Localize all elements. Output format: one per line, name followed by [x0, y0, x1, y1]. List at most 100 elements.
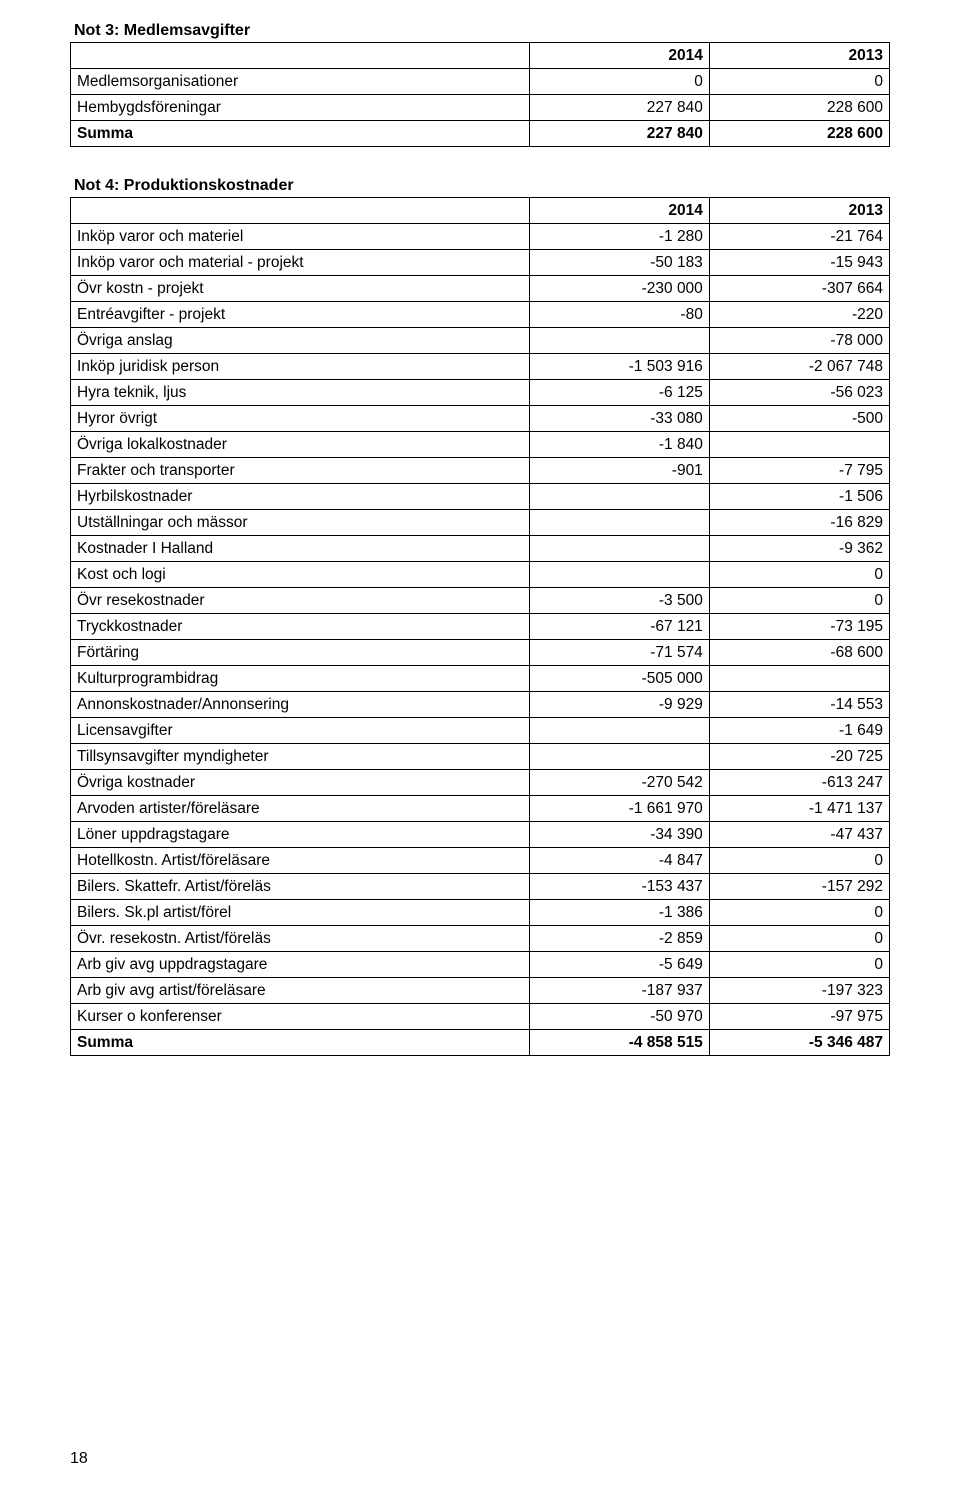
sum-row: Summa -4 858 515 -5 346 487 — [71, 1030, 890, 1056]
table-row: Tillsynsavgifter myndigheter-20 725 — [71, 744, 890, 770]
sum-value: -4 858 515 — [529, 1030, 709, 1056]
note3-title: Not 3: Medlemsavgifter — [70, 20, 890, 42]
table-row: Övr kostn - projekt-230 000-307 664 — [71, 276, 890, 302]
row-label: Övriga anslag — [71, 328, 530, 354]
row-label: Övriga kostnader — [71, 770, 530, 796]
row-value: -3 500 — [529, 588, 709, 614]
table-row: Hembygdsföreningar 227 840 228 600 — [71, 95, 890, 121]
row-value: -1 840 — [529, 432, 709, 458]
row-label: Övr kostn - projekt — [71, 276, 530, 302]
note4-section: Not 4: Produktionskostnader 2014 2013 In… — [70, 175, 890, 1056]
row-value: -157 292 — [709, 874, 889, 900]
row-value — [529, 562, 709, 588]
row-value: -97 975 — [709, 1004, 889, 1030]
table-row: Utställningar och mässor-16 829 — [71, 510, 890, 536]
table-row: Inköp varor och materiel-1 280-21 764 — [71, 224, 890, 250]
table-row: Arb giv avg artist/föreläsare-187 937-19… — [71, 978, 890, 1004]
row-value: -71 574 — [529, 640, 709, 666]
row-label: Annonskostnader/Annonsering — [71, 692, 530, 718]
row-value: -9 929 — [529, 692, 709, 718]
row-label: Hotellkostn. Artist/föreläsare — [71, 848, 530, 874]
row-value: -1 503 916 — [529, 354, 709, 380]
row-label: Arb giv avg artist/föreläsare — [71, 978, 530, 1004]
table-row: Övriga kostnader-270 542-613 247 — [71, 770, 890, 796]
row-value: -14 553 — [709, 692, 889, 718]
row-label: Utställningar och mässor — [71, 510, 530, 536]
row-value: -50 183 — [529, 250, 709, 276]
row-value: -220 — [709, 302, 889, 328]
table-row: Tryckkostnader-67 121-73 195 — [71, 614, 890, 640]
table-row: Övriga anslag -78 000 — [71, 328, 890, 354]
row-value — [529, 536, 709, 562]
row-value: -5 649 — [529, 952, 709, 978]
row-value: -50 970 — [529, 1004, 709, 1030]
row-value: -73 195 — [709, 614, 889, 640]
table-row: Övriga lokalkostnader-1 840 — [71, 432, 890, 458]
row-value: 0 — [529, 69, 709, 95]
row-label: Bilers. Sk.pl artist/förel — [71, 900, 530, 926]
row-value: -33 080 — [529, 406, 709, 432]
row-value: -307 664 — [709, 276, 889, 302]
row-label: Kostnader I Halland — [71, 536, 530, 562]
table-row: Kost och logi0 — [71, 562, 890, 588]
row-label: Arvoden artister/föreläsare — [71, 796, 530, 822]
row-value: -4 847 — [529, 848, 709, 874]
row-label: Inköp varor och material - projekt — [71, 250, 530, 276]
page-number: 18 — [70, 1450, 88, 1468]
table-row: Arvoden artister/föreläsare-1 661 970-1 … — [71, 796, 890, 822]
row-value: 0 — [709, 69, 889, 95]
row-label: Inköp varor och materiel — [71, 224, 530, 250]
sum-label: Summa — [71, 1030, 530, 1056]
sum-value: 228 600 — [709, 121, 889, 147]
row-value: -1 386 — [529, 900, 709, 926]
table-header-row: 2014 2013 — [71, 198, 890, 224]
row-value: 0 — [709, 926, 889, 952]
row-label: Inköp juridisk person — [71, 354, 530, 380]
table-row: Hyror övrigt-33 080-500 — [71, 406, 890, 432]
row-value: 227 840 — [529, 95, 709, 121]
row-value: -67 121 — [529, 614, 709, 640]
table-row: Inköp varor och material - projekt-50 18… — [71, 250, 890, 276]
table-row: Hotellkostn. Artist/föreläsare-4 8470 — [71, 848, 890, 874]
row-value: -187 937 — [529, 978, 709, 1004]
table-row: Licensavgifter-1 649 — [71, 718, 890, 744]
row-value: -230 000 — [529, 276, 709, 302]
table-row: Frakter och transporter-901-7 795 — [71, 458, 890, 484]
row-value: -9 362 — [709, 536, 889, 562]
row-label: Hyror övrigt — [71, 406, 530, 432]
note4-title: Not 4: Produktionskostnader — [70, 175, 890, 197]
row-label: Övriga lokalkostnader — [71, 432, 530, 458]
table-row: Arb giv avg uppdragstagare-5 6490 — [71, 952, 890, 978]
row-value: -2 067 748 — [709, 354, 889, 380]
row-value: -153 437 — [529, 874, 709, 900]
row-label: Frakter och transporter — [71, 458, 530, 484]
year-header: 2013 — [709, 198, 889, 224]
row-value: -15 943 — [709, 250, 889, 276]
row-label: Entréavgifter - projekt — [71, 302, 530, 328]
row-label: Kurser o konferenser — [71, 1004, 530, 1030]
row-value: -500 — [709, 406, 889, 432]
row-value: -7 795 — [709, 458, 889, 484]
row-label: Löner uppdragstagare — [71, 822, 530, 848]
row-label: Medlemsorganisationer — [71, 69, 530, 95]
row-value: -68 600 — [709, 640, 889, 666]
table-row: Kulturprogrambidrag-505 000 — [71, 666, 890, 692]
row-value — [529, 718, 709, 744]
sum-row: Summa 227 840 228 600 — [71, 121, 890, 147]
row-label: Hembygdsföreningar — [71, 95, 530, 121]
row-value: -20 725 — [709, 744, 889, 770]
row-label: Licensavgifter — [71, 718, 530, 744]
row-label: Övr resekostnader — [71, 588, 530, 614]
row-label: Övr. resekostn. Artist/föreläs — [71, 926, 530, 952]
sum-value: -5 346 487 — [709, 1030, 889, 1056]
table-row: Hyra teknik, ljus-6 125-56 023 — [71, 380, 890, 406]
table-row: Kostnader I Halland -9 362 — [71, 536, 890, 562]
row-value: 228 600 — [709, 95, 889, 121]
row-label: Tryckkostnader — [71, 614, 530, 640]
table-row: Entréavgifter - projekt-80-220 — [71, 302, 890, 328]
sum-value: 227 840 — [529, 121, 709, 147]
table-row: Annonskostnader/Annonsering-9 929-14 553 — [71, 692, 890, 718]
table-row: Kurser o konferenser-50 970-97 975 — [71, 1004, 890, 1030]
row-value: -78 000 — [709, 328, 889, 354]
note4-table: 2014 2013 Inköp varor och materiel-1 280… — [70, 197, 890, 1056]
